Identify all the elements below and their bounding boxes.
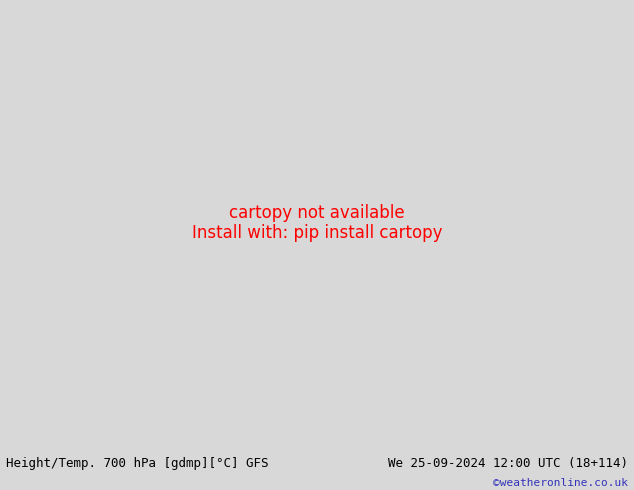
Text: Height/Temp. 700 hPa [gdmp][°C] GFS: Height/Temp. 700 hPa [gdmp][°C] GFS <box>6 457 269 470</box>
Text: cartopy not available
Install with: pip install cartopy: cartopy not available Install with: pip … <box>191 203 443 243</box>
Text: ©weatheronline.co.uk: ©weatheronline.co.uk <box>493 478 628 488</box>
Text: We 25-09-2024 12:00 UTC (18+114): We 25-09-2024 12:00 UTC (18+114) <box>387 457 628 470</box>
